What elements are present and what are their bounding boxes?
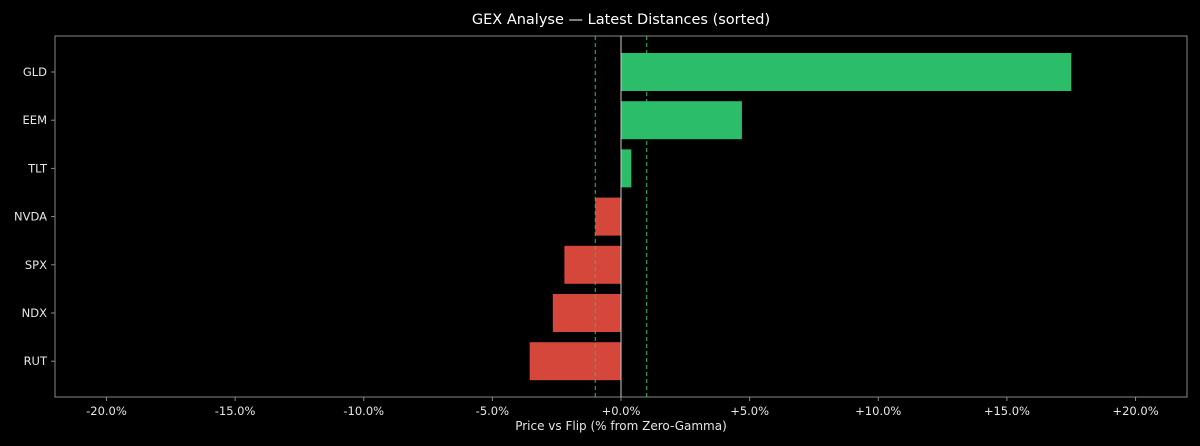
y-tick-label-tlt: TLT (27, 161, 48, 175)
x-tick-label: +15.0% (984, 404, 1030, 418)
x-tick-label: +20.0% (1112, 404, 1158, 418)
bar-rut (529, 342, 621, 381)
y-tick-label-ndx: NDX (22, 306, 47, 320)
reference-lines-group (594, 36, 648, 397)
y-tick-label-rut: RUT (24, 354, 48, 368)
bar-spx (564, 245, 621, 284)
bars-group (529, 53, 1072, 381)
bar-eem (621, 101, 742, 140)
x-axis: -20.0% -15.0% -10.0% -5.0% +0.0% +5.0% +10.0% +… (86, 397, 1159, 418)
x-axis-label: Price vs Flip (% from Zero-Gamma) (515, 419, 727, 433)
y-axis: GLD EEM TLT NVDA SPX NDX RUT (14, 65, 55, 368)
y-tick-label-gld: GLD (23, 65, 47, 79)
bar-nvda (595, 197, 621, 236)
x-tick-label: -15.0% (215, 404, 256, 418)
chart-title: GEX Analyse — Latest Distances (sorted) (472, 12, 770, 28)
x-tick-label: -10.0% (343, 404, 384, 418)
bar-ndx (552, 294, 621, 332)
x-tick-label: +0.0% (602, 404, 641, 418)
y-tick-label-spx: SPX (25, 258, 47, 272)
x-tick-label: -20.0% (86, 404, 127, 418)
x-tick-label: +5.0% (730, 404, 769, 418)
bar-gld (621, 53, 1072, 91)
y-tick-label-nvda: NVDA (14, 210, 47, 224)
y-tick-label-eem: EEM (23, 113, 47, 127)
x-tick-label: -5.0% (476, 404, 509, 418)
x-tick-label: +10.0% (855, 404, 901, 418)
bar-tlt (621, 149, 632, 188)
